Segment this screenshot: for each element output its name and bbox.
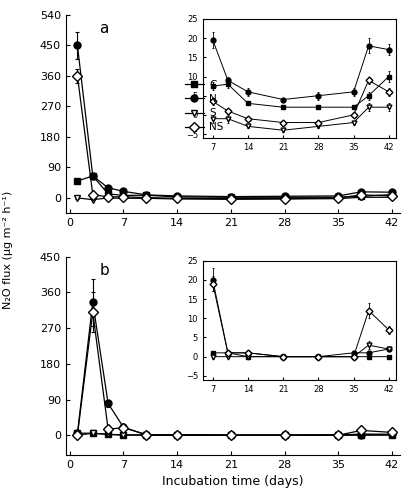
Legend: C, N, S, NS: C, N, S, NS: [181, 76, 227, 136]
X-axis label: Incubation time (days): Incubation time (days): [162, 476, 304, 488]
Text: a: a: [99, 21, 109, 36]
Text: b: b: [99, 262, 109, 278]
Text: N₂O flux (μg m⁻² h⁻¹): N₂O flux (μg m⁻² h⁻¹): [3, 191, 13, 309]
